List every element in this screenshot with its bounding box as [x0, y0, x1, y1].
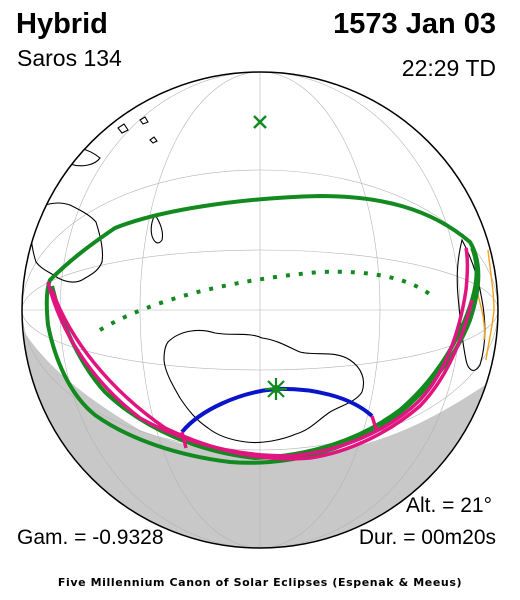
- central-path-north-limit: [46, 247, 470, 458]
- antarctica-coast: [163, 329, 365, 444]
- night-shade: [22, 325, 498, 548]
- australia-coast: [29, 202, 104, 283]
- altitude-label: Alt. = 21°: [405, 494, 492, 517]
- new-zealand-coast: [150, 213, 164, 244]
- central-line-start-cap: [180, 431, 188, 449]
- south-america-coast: [456, 238, 486, 371]
- central-path-limits: [46, 247, 474, 461]
- greatest-eclipse-star-icon: [265, 378, 287, 400]
- globe-outline: [21, 71, 499, 549]
- coastlines: [29, 116, 486, 444]
- gamma-label: Gam. = -0.9328: [17, 526, 164, 549]
- central-line-end-cap: [370, 415, 379, 433]
- eclipse-date: 1573 Jan 03: [333, 8, 496, 40]
- saros-label: Saros 134: [17, 45, 122, 71]
- islands-small: [117, 116, 158, 144]
- footer-credit: Five Millennium Canon of Solar Eclipses …: [57, 576, 463, 589]
- duration-label: Dur. = 00m20s: [358, 526, 496, 549]
- subsolar-point-x-icon: [253, 115, 267, 129]
- eclipse-type-title: Hybrid: [16, 8, 108, 40]
- eclipse-time: 22:29 TD: [401, 55, 496, 81]
- central-path-south-limit: [50, 289, 474, 461]
